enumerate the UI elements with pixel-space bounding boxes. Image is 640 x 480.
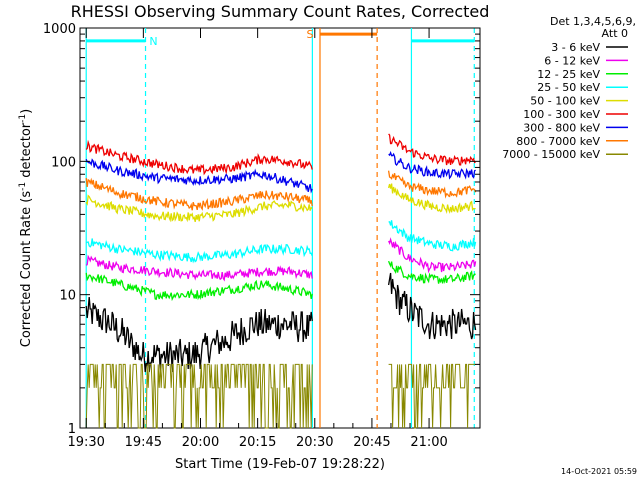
series-line-4-seg-1 xyxy=(387,183,476,215)
y-label-sup2: -1 xyxy=(18,114,28,123)
x-tick-label-2: 20:00 xyxy=(182,435,219,450)
series-line-8-seg-0 xyxy=(85,363,313,429)
legend-label-0: 3 - 6 keV xyxy=(551,41,600,54)
saa-bar-S-label: S xyxy=(307,28,314,41)
y-tick-label-3: 1000 xyxy=(43,22,76,37)
legend-label-8: 7000 - 15000 keV xyxy=(502,148,600,161)
series-line-0-seg-0 xyxy=(85,296,313,373)
detector-label-line1: Det 1,3,4,5,6,9, xyxy=(550,15,636,28)
series-line-8-seg-1 xyxy=(388,363,476,429)
chart-title: RHESSI Observing Summary Count Rates, Co… xyxy=(71,2,490,21)
legend-label-7: 800 - 7000 keV xyxy=(516,135,600,148)
y-label-sup1: -1 xyxy=(18,182,28,191)
night-bar-N-label: N xyxy=(149,35,157,48)
series-line-4-seg-0 xyxy=(85,194,313,223)
legend-label-3: 25 - 50 keV xyxy=(537,81,600,94)
x-tick-label-1: 19:45 xyxy=(125,435,162,450)
x-tick-label-4: 20:30 xyxy=(296,435,333,450)
y-label-part3: ) xyxy=(19,109,34,114)
x-axis-label: Start Time (19-Feb-07 19:28:22) xyxy=(175,457,385,472)
detector-label-line2: Att 0 xyxy=(602,27,628,40)
legend-label-1: 6 - 12 keV xyxy=(544,54,600,67)
footer-date: 14-Oct-2021 05:59 xyxy=(561,467,637,476)
series-line-6-seg-1 xyxy=(388,150,476,180)
legend-label-6: 300 - 800 keV xyxy=(523,121,600,134)
legend-label-5: 100 - 300 keV xyxy=(523,108,600,121)
x-tick-label-3: 20:15 xyxy=(239,435,276,450)
y-tick-label-1: 10 xyxy=(59,289,76,304)
series-line-7-seg-1 xyxy=(387,170,477,199)
series-line-7-seg-0 xyxy=(85,177,313,211)
series-line-1-seg-1 xyxy=(388,237,477,274)
series-line-2-seg-1 xyxy=(387,260,476,285)
series-line-6-seg-0 xyxy=(85,158,313,194)
series-line-5-seg-0 xyxy=(85,139,313,176)
y-label-part2: detector xyxy=(19,122,34,182)
y-label-part1: Corrected Count Rate (s xyxy=(19,191,34,348)
series-line-1-seg-0 xyxy=(85,254,313,282)
legend-label-2: 12 - 25 keV xyxy=(537,68,600,81)
series-line-2-seg-0 xyxy=(85,272,313,302)
y-tick-label-0: 1 xyxy=(68,422,76,437)
plot-frame xyxy=(79,27,481,429)
x-tick-label-0: 19:30 xyxy=(67,435,104,450)
legend-label-4: 50 - 100 keV xyxy=(530,95,600,108)
series-line-3-seg-0 xyxy=(85,238,313,264)
series-line-0-seg-1 xyxy=(387,272,477,340)
x-tick-label-5: 20:45 xyxy=(353,435,390,450)
y-tick-label-2: 100 xyxy=(51,155,76,170)
series-line-3-seg-1 xyxy=(388,220,477,252)
series-line-5-seg-1 xyxy=(388,133,476,166)
y-axis-label: Corrected Count Rate (s-1 detector-1) xyxy=(18,109,34,347)
x-tick-label-6: 21:00 xyxy=(410,435,447,450)
